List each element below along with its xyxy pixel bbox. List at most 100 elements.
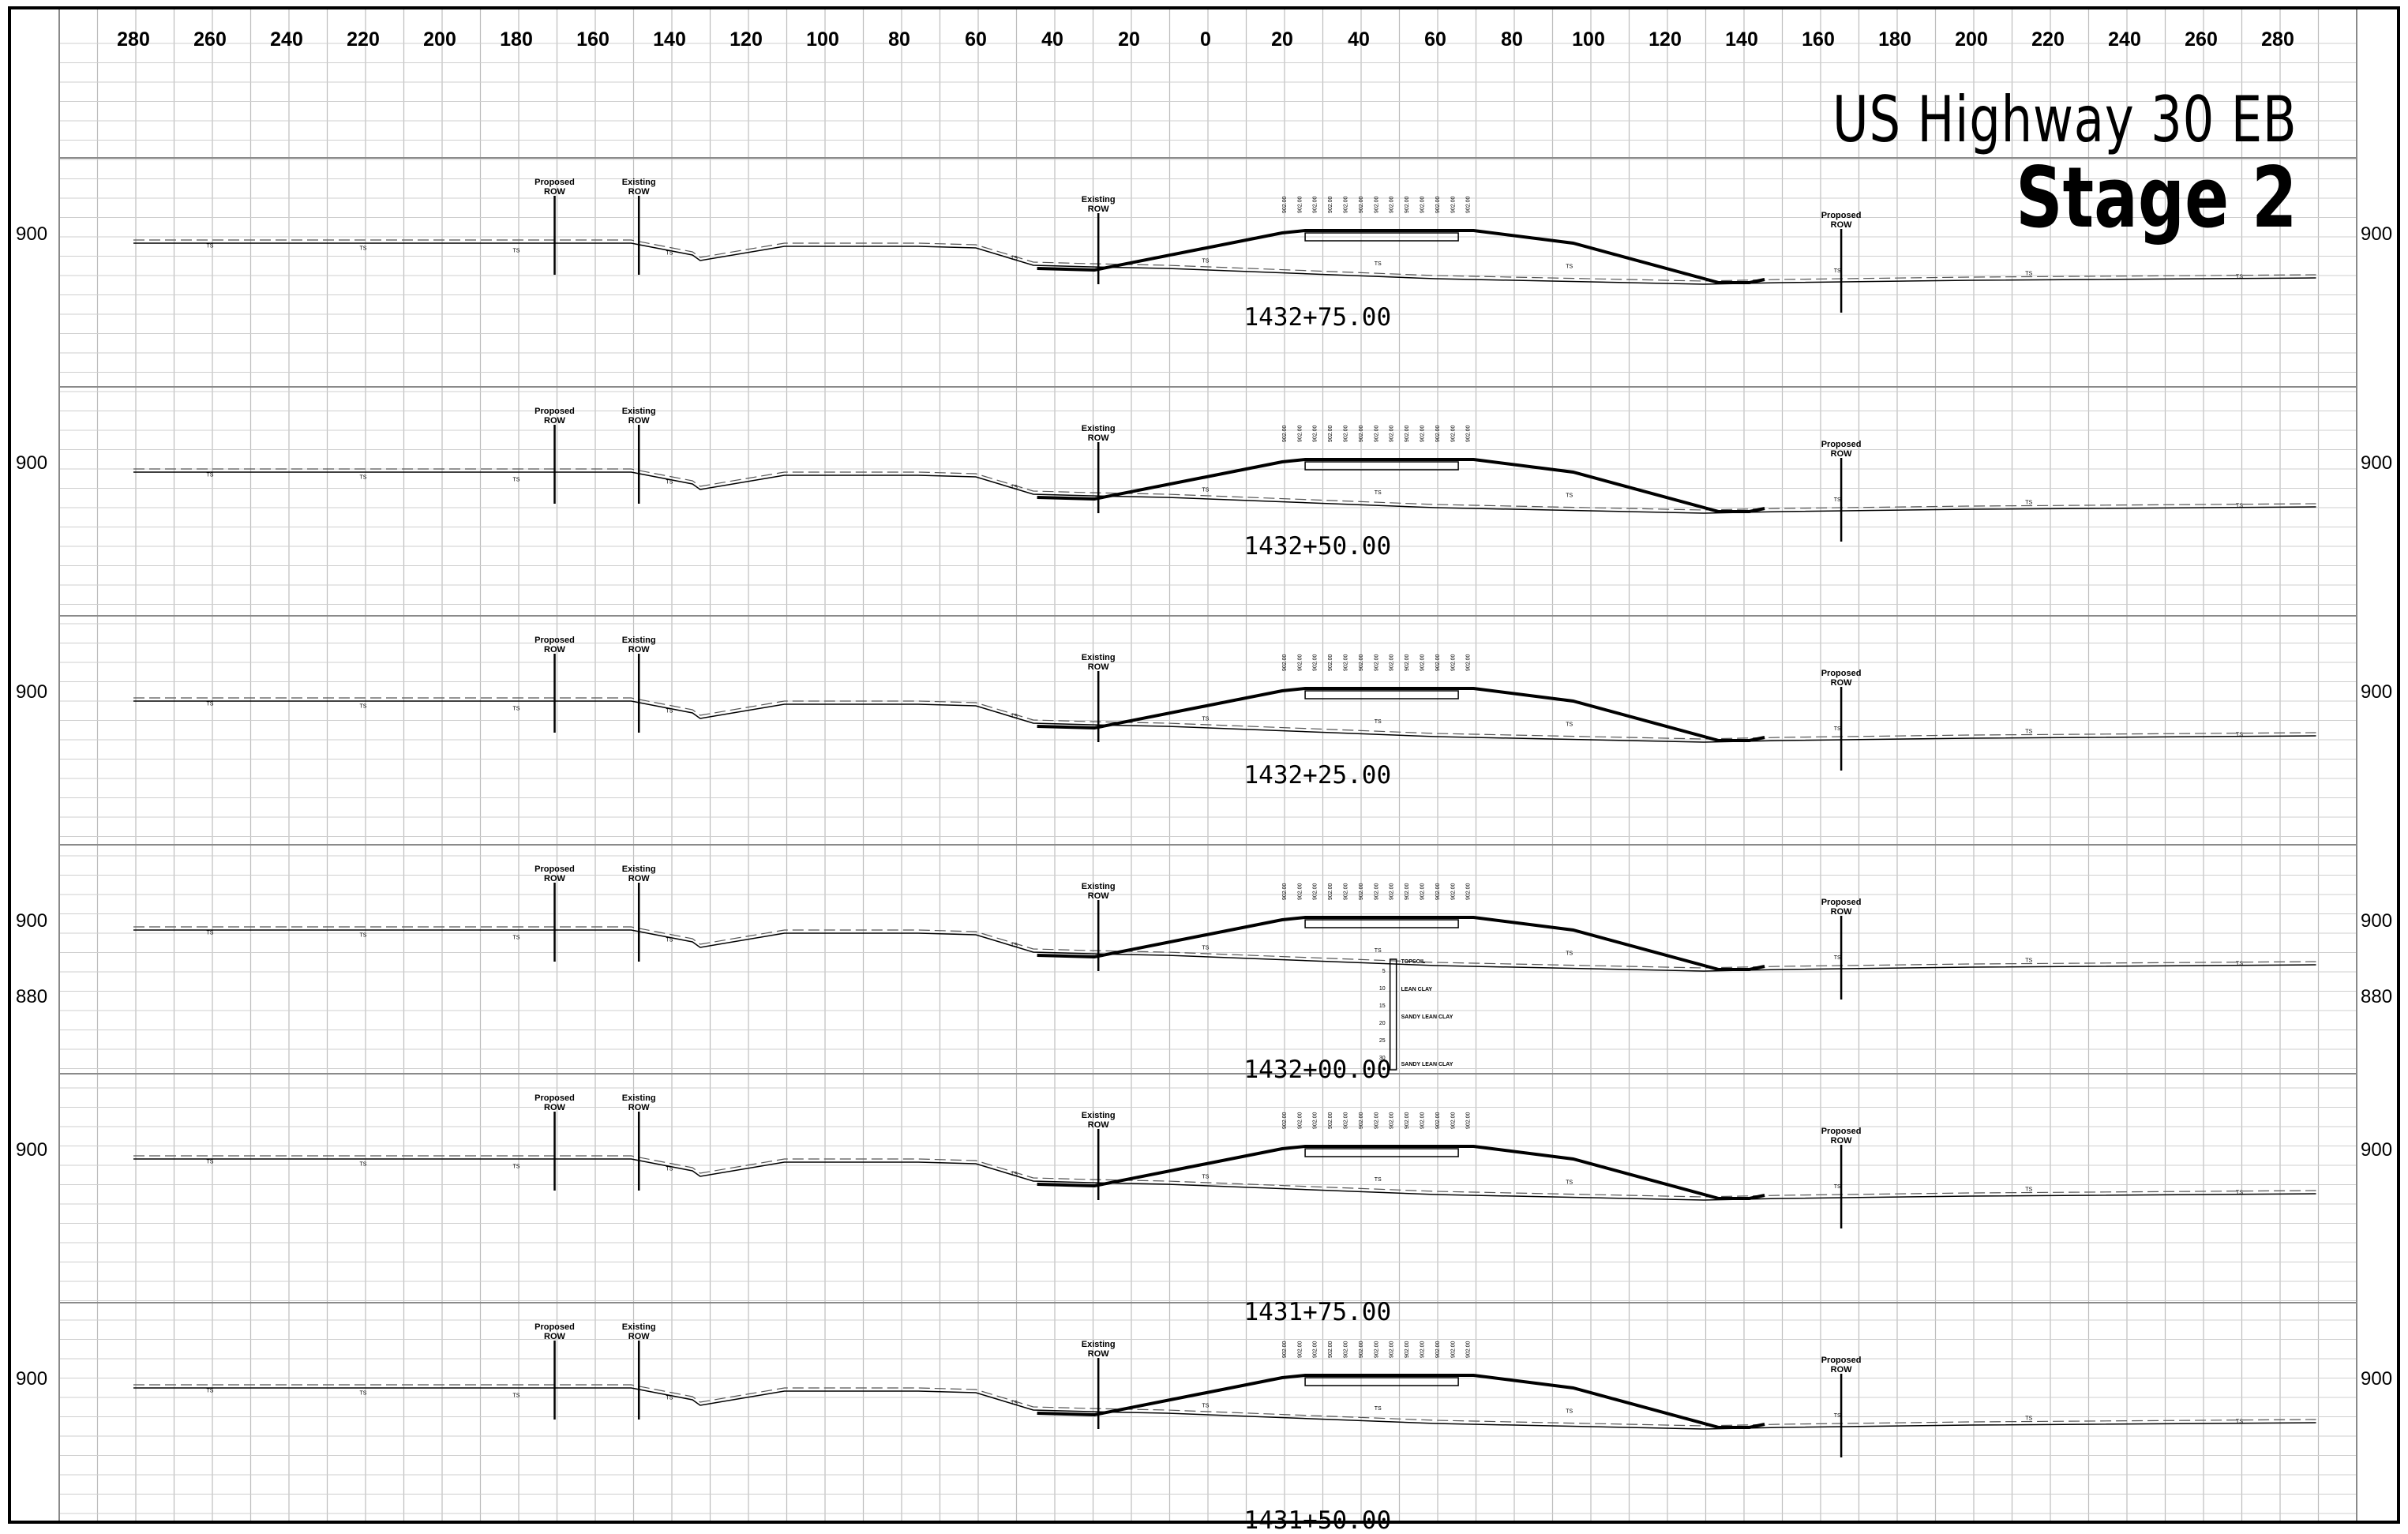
elevation-label-right: 900	[2361, 1368, 2392, 1390]
elevation-annotation: 902.00	[1405, 1112, 1410, 1129]
offset-tick-label: 40	[1041, 28, 1063, 51]
ts-marker: TS	[2025, 271, 2032, 276]
pavement-section	[1304, 919, 1459, 928]
elevation-annotation: 902.00	[1282, 1112, 1288, 1129]
cross-section: 900 900 880 880 TS TS TS TS TS TS TS TS TS TS TS 902.00…	[16, 865, 2392, 1084]
elevation-annotation: 902.00	[1313, 425, 1318, 442]
cross-section: 900 900 TS TS TS TS TS TS TS TS TS TS TS 902.00 902.00…	[16, 636, 2392, 790]
elevation-annotation: 902.00	[1328, 1112, 1333, 1129]
ts-marker: TS	[360, 703, 367, 709]
elevation-annotation: 902.00	[1450, 883, 1456, 900]
boring-depth-label: 10	[1379, 986, 1386, 992]
elevation-label-right: 900	[2361, 1139, 2392, 1161]
proposed-row-right-label: Proposed	[1821, 211, 1862, 220]
elevation-annotation: 902.00	[1282, 883, 1288, 900]
elevation-annotation: 902.00	[1297, 1112, 1303, 1129]
ts-marker: TS	[1202, 1404, 1210, 1409]
elevation-label-left: 900	[16, 910, 47, 932]
ts-marker: TS	[1834, 268, 1841, 274]
soil-layer-label: TOPSOIL	[1401, 959, 1426, 965]
offset-tick-label: 0	[1200, 28, 1211, 51]
ts-marker: TS	[666, 1166, 673, 1172]
elevation-label-right-880: 880	[2361, 986, 2392, 1007]
elevation-annotation: 902.00	[1435, 883, 1441, 900]
elevation-annotation: 902.00	[1297, 1341, 1303, 1358]
proposed-template	[1037, 916, 1765, 971]
ts-marker: TS	[2025, 500, 2032, 505]
stage-label: Stage 2	[2016, 149, 2297, 246]
existing-row-left-label: ROW	[628, 645, 651, 654]
ts-marker: TS	[1375, 261, 1382, 267]
offset-tick-label: 60	[1424, 28, 1446, 51]
elevation-annotation: 902.00	[1420, 883, 1425, 900]
ts-marker: TS	[207, 472, 214, 478]
offset-tick-label: 240	[2108, 28, 2141, 51]
existing-row-left-label: ROW	[628, 1332, 651, 1341]
proposed-row-left-label: Proposed	[534, 1093, 575, 1103]
elevation-annotation: 902.00	[1359, 1112, 1364, 1129]
ts-marker: TS	[1566, 1180, 1573, 1186]
ts-marker: TS	[666, 250, 673, 256]
elevation-annotation: 902.00	[1390, 196, 1395, 213]
proposed-row-right-label: ROW	[1831, 907, 1853, 917]
ts-marker: TS	[513, 706, 520, 711]
offset-tick-label: 200	[1955, 28, 1988, 51]
ts-marker: TS	[1202, 717, 1210, 722]
ts-marker: TS	[666, 937, 673, 943]
offset-tick-label: 120	[1648, 28, 1682, 51]
station-label: 1431+75.00	[1244, 1298, 1392, 1326]
elevation-annotation: 902.00	[1343, 654, 1348, 671]
proposed-template	[1037, 1145, 1765, 1200]
elevation-annotation: 902.00	[1328, 883, 1333, 900]
ts-marker: TS	[1011, 1401, 1018, 1406]
existing-ground-line	[133, 1387, 2316, 1430]
existing-row-center-label: ROW	[1088, 662, 1110, 672]
elevation-annotation: 902.00	[1282, 425, 1288, 442]
offset-tick-label: 240	[270, 28, 303, 51]
elevation-annotation: 902.00	[1313, 1341, 1318, 1358]
ts-marker: TS	[2236, 275, 2243, 280]
existing-row-center-label: Existing	[1082, 653, 1116, 662]
existing-row-center-label: Existing	[1082, 1111, 1116, 1120]
offset-tick-label: 260	[193, 28, 227, 51]
elevation-annotation: 902.00	[1359, 1341, 1364, 1358]
offset-tick-label: 260	[2185, 28, 2218, 51]
existing-ground-dashed	[133, 1155, 2316, 1198]
ts-marker: TS	[1011, 256, 1018, 261]
proposed-template	[1037, 458, 1765, 513]
proposed-row-right-label: Proposed	[1821, 440, 1862, 449]
elevation-annotation: 902.00	[1328, 425, 1333, 442]
proposed-row-left-label: Proposed	[534, 636, 575, 645]
ts-marker: TS	[513, 248, 520, 253]
elevation-annotation: 902.00	[1435, 1112, 1441, 1129]
ts-marker: TS	[513, 477, 520, 482]
existing-row-left-label: ROW	[628, 874, 651, 883]
ts-marker: TS	[1202, 259, 1210, 264]
ts-marker: TS	[1375, 719, 1382, 725]
elevation-label-left: 900	[16, 1139, 47, 1161]
existing-row-center-label: Existing	[1082, 1340, 1116, 1349]
pavement-section	[1304, 232, 1459, 242]
ts-marker: TS	[1834, 1184, 1841, 1190]
ts-marker: TS	[2236, 962, 2243, 967]
elevation-annotation: 902.00	[1359, 196, 1364, 213]
station-label: 1432+75.00	[1244, 303, 1392, 332]
offset-tick-label: 20	[1271, 28, 1293, 51]
drawing-title: US Highway 30 EB	[1832, 83, 2297, 156]
station-label: 1432+50.00	[1244, 532, 1392, 561]
elevation-annotation: 902.00	[1450, 654, 1456, 671]
elevation-annotation: 902.00	[1343, 196, 1348, 213]
offset-tick-label: 140	[1725, 28, 1758, 51]
offset-tick-label: 40	[1348, 28, 1370, 51]
cross-section: 900 900 TS TS TS TS TS TS TS TS TS TS TS 902.00 902.00…	[16, 178, 2392, 332]
ts-marker: TS	[1566, 493, 1573, 499]
elevation-label-right: 900	[2361, 452, 2392, 474]
existing-ground-line	[133, 471, 2316, 514]
sheet-border	[8, 6, 2400, 1524]
grid	[58, 9, 2357, 1522]
ts-marker: TS	[207, 701, 214, 707]
ts-marker: TS	[513, 1393, 520, 1398]
ts-marker: TS	[360, 474, 367, 480]
offset-tick-label: 220	[2031, 28, 2065, 51]
